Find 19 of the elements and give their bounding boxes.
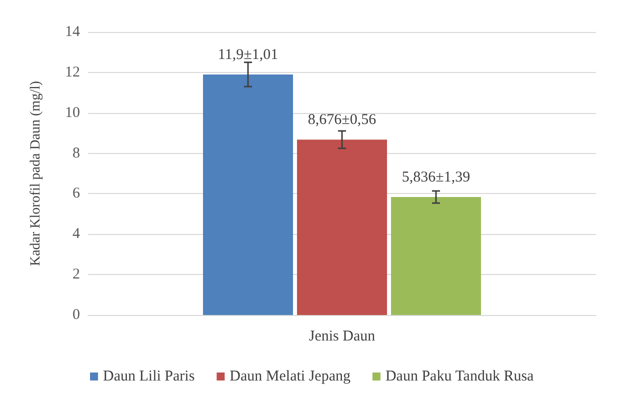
data-label: 11,9±1,01 xyxy=(218,46,278,63)
y-tick-label: 12 xyxy=(65,64,80,80)
y-tick-label: 14 xyxy=(65,24,80,40)
y-tick-label: 6 xyxy=(72,186,80,202)
y-axis-title: Kadar Klorofil pada Daun (mg/l) xyxy=(28,80,44,266)
bar xyxy=(391,197,481,315)
y-tick-label: 0 xyxy=(72,307,80,323)
legend-label: Daun Lili Paris xyxy=(103,368,195,384)
y-tick-label: 10 xyxy=(65,104,80,121)
bar xyxy=(297,140,387,315)
y-tick-label: 4 xyxy=(72,226,80,242)
data-label: 8,676±0,56 xyxy=(308,112,377,128)
y-tick-label: 8 xyxy=(72,145,80,162)
legend-label: Daun Paku Tanduk Rusa xyxy=(385,368,534,384)
data-label: 5,836±1,39 xyxy=(402,170,470,186)
bar xyxy=(203,74,293,315)
x-tick-label: Jenis Daun xyxy=(308,328,376,344)
y-tick-label: 2 xyxy=(72,266,80,283)
legend-label: Daun Melati Jepang xyxy=(230,368,351,384)
